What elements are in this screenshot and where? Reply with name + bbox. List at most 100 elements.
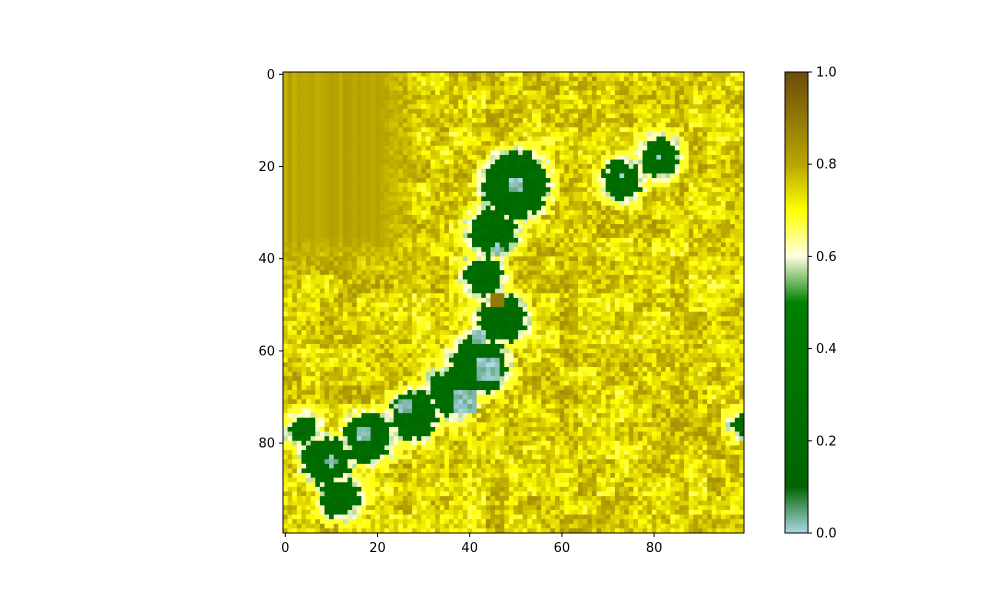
heatmap-cell <box>720 113 726 119</box>
heatmap-cell <box>472 191 477 197</box>
heatmap-cell <box>665 85 671 91</box>
heatmap-cell <box>605 242 611 248</box>
heatmap-cell <box>670 150 676 156</box>
heatmap-cell <box>425 256 431 262</box>
heatmap-cell <box>637 113 643 119</box>
heatmap-cell <box>545 297 551 303</box>
heatmap-cell <box>370 237 376 243</box>
heatmap-cell <box>674 284 680 290</box>
heatmap-cell <box>508 99 514 105</box>
heatmap-cell <box>310 293 316 299</box>
heatmap-cell <box>292 178 298 183</box>
heatmap-cell <box>541 85 547 91</box>
heatmap-cell <box>379 95 385 101</box>
heatmap-cell <box>518 265 524 271</box>
heatmap-cell <box>674 150 680 156</box>
heatmap-cell <box>605 265 611 271</box>
heatmap-cell <box>296 284 302 290</box>
heatmap-cell <box>688 247 694 253</box>
heatmap-cell <box>591 297 597 303</box>
heatmap-cell <box>476 251 482 257</box>
heatmap-cell <box>536 178 542 183</box>
heatmap-cell <box>605 136 611 142</box>
heatmap-cell <box>435 247 441 253</box>
heatmap-cell <box>342 127 348 133</box>
heatmap-cell <box>476 154 482 160</box>
heatmap-cell <box>679 182 685 188</box>
heatmap-cell <box>365 108 371 114</box>
heatmap-cell <box>398 201 404 207</box>
heatmap-cell <box>642 251 648 257</box>
heatmap-cell <box>693 85 699 91</box>
heatmap-cell <box>296 187 302 193</box>
heatmap-cell <box>287 201 293 207</box>
heatmap-cell <box>499 261 505 266</box>
heatmap-cell <box>319 279 325 285</box>
heatmap-cell <box>707 164 713 170</box>
heatmap-cell <box>527 127 533 133</box>
heatmap-cell <box>352 297 358 303</box>
heatmap-cell <box>720 131 726 137</box>
heatmap-cell <box>725 265 731 271</box>
heatmap-cell <box>688 178 694 183</box>
heatmap-cell <box>315 265 321 271</box>
heatmap-cell <box>554 210 560 216</box>
heatmap-cell <box>596 118 602 124</box>
heatmap-cell <box>568 201 574 207</box>
heatmap-cell <box>693 284 699 290</box>
heatmap-cell <box>319 159 325 165</box>
heatmap-cell <box>527 214 533 220</box>
heatmap-cell <box>513 104 519 110</box>
heatmap-cell <box>711 104 717 110</box>
heatmap-cell <box>628 131 634 137</box>
heatmap-cell <box>716 247 722 253</box>
heatmap-cell <box>508 118 514 124</box>
heatmap-cell <box>504 191 510 197</box>
heatmap-cell <box>310 154 316 160</box>
heatmap-cell <box>352 196 358 202</box>
heatmap-cell <box>398 196 404 202</box>
heatmap-cell <box>416 270 422 276</box>
heatmap-cell <box>315 154 321 160</box>
heatmap-cell <box>412 205 418 211</box>
heatmap-cell <box>536 279 542 285</box>
heatmap-cell <box>591 127 597 133</box>
heatmap-cell <box>725 178 731 183</box>
heatmap-cell <box>591 90 597 96</box>
heatmap-cell <box>568 168 574 174</box>
heatmap-cell <box>541 214 547 220</box>
heatmap-cell <box>402 150 408 156</box>
heatmap-cell <box>416 141 422 147</box>
heatmap-cell <box>614 173 620 179</box>
heatmap-cell <box>610 284 616 290</box>
heatmap-cell <box>720 81 726 87</box>
heatmap-cell <box>342 261 348 266</box>
heatmap-cell <box>490 178 496 183</box>
heatmap-cell <box>674 95 680 101</box>
heatmap-cell <box>716 205 722 211</box>
heatmap-cell <box>688 164 694 170</box>
heatmap-cell <box>559 122 565 128</box>
heatmap-cell <box>554 293 560 299</box>
heatmap-cell <box>444 81 450 87</box>
heatmap-cell <box>674 168 680 174</box>
heatmap-cell <box>283 196 288 202</box>
heatmap-cell <box>365 182 371 188</box>
heatmap-cell <box>670 113 676 119</box>
heatmap-cell <box>458 108 464 114</box>
heatmap-cell <box>541 159 547 165</box>
heatmap-cell <box>393 196 399 202</box>
heatmap-cell <box>370 168 376 174</box>
heatmap-cell <box>329 187 335 193</box>
heatmap-cell <box>306 242 312 248</box>
heatmap-cell <box>564 122 570 128</box>
heatmap-cell <box>315 256 321 262</box>
heatmap-cell <box>439 265 445 271</box>
heatmap-cell <box>504 131 510 137</box>
heatmap-cell <box>287 279 293 285</box>
heatmap-cell <box>379 261 385 266</box>
heatmap-cell <box>416 205 422 211</box>
heatmap-cell <box>522 201 528 207</box>
heatmap-cell <box>485 178 491 183</box>
heatmap-cell <box>716 219 722 225</box>
